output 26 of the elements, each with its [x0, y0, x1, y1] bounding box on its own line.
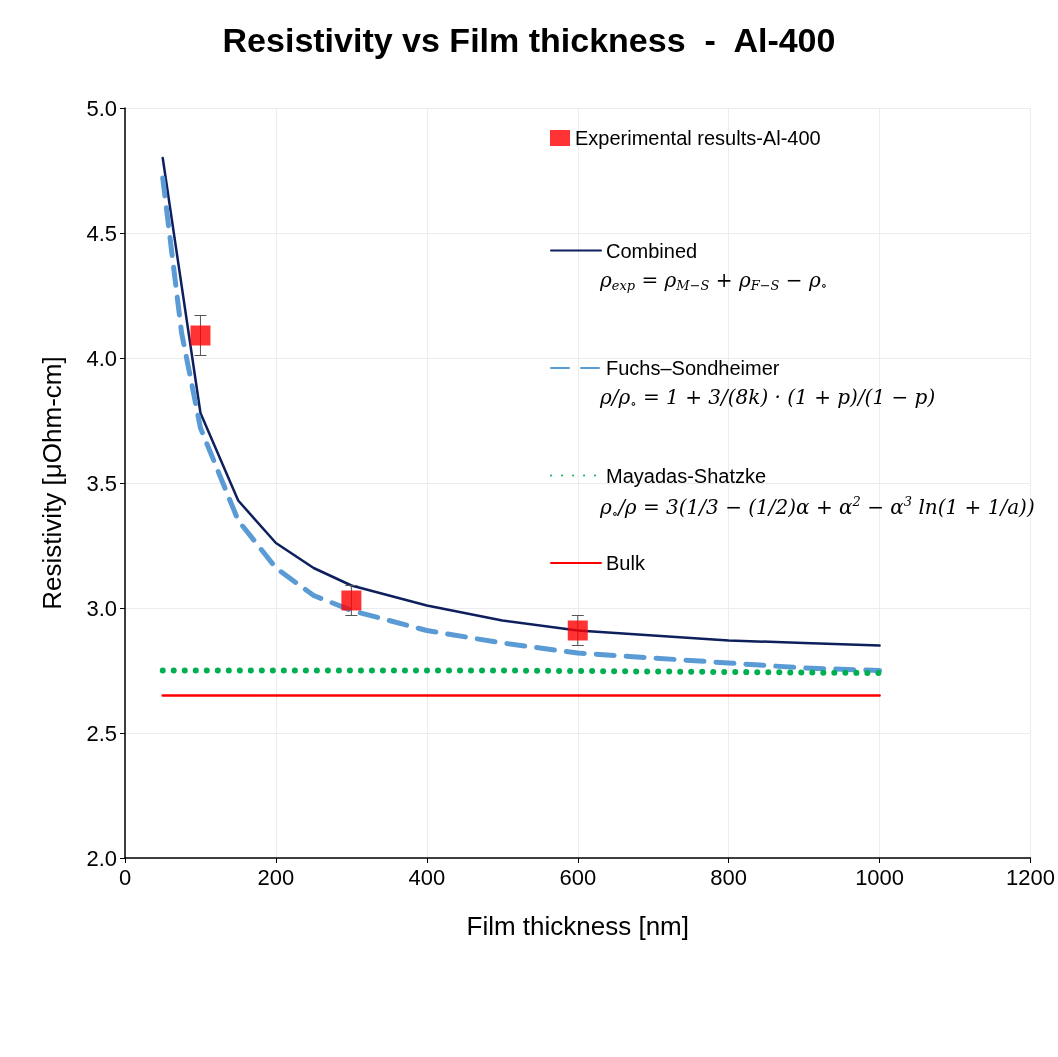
point	[341, 590, 362, 611]
y-tick-label: 2.5	[86, 720, 117, 746]
y-tick-label: 4.0	[86, 345, 117, 371]
x-tick-label: 600	[559, 864, 597, 890]
point	[567, 620, 588, 641]
legend-label: Combined	[606, 239, 698, 262]
point	[190, 325, 211, 346]
y-tick-label: 3.0	[86, 595, 117, 621]
legend-label: Mayadas-Shatzke	[606, 464, 767, 487]
legend-label: Bulk	[606, 552, 646, 574]
x-tick-label: 0	[118, 864, 132, 890]
x-tick-label: 1000	[855, 864, 905, 890]
x-tick-label: 400	[408, 864, 446, 890]
x-tick-label: 800	[710, 864, 748, 890]
y-tick-label: 5.0	[86, 95, 117, 121]
chart-title: Resistivity vs Film thickness - Al-400	[222, 21, 836, 59]
legend-label: Fuchs–Sondheimer	[606, 357, 780, 379]
x-axis-title: Film thickness [nm]	[466, 911, 690, 941]
x-tick-label: 1200	[1006, 864, 1056, 890]
legend-label: Experimental results-Al-400	[575, 127, 821, 149]
annotation: ρ/ρ∘ = 1 + 3/(8k) · (1 + p)/(1 − p)	[599, 385, 936, 411]
x-tick-label: 200	[257, 864, 295, 890]
y-tick-label: 4.5	[86, 220, 117, 246]
y-tick-label: 3.5	[86, 470, 117, 496]
y-axis-title: Resistivity [μOhm-cm]	[37, 356, 67, 610]
y-tick-label: 2.0	[86, 845, 117, 871]
